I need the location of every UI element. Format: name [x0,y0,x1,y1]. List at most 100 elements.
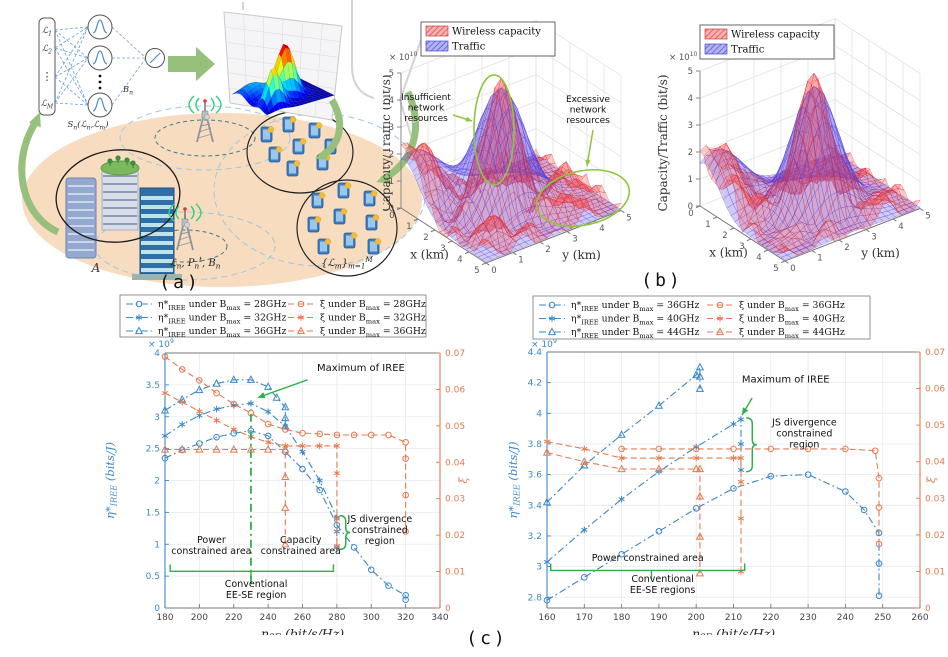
user-device-icon [343,232,358,249]
brace [339,514,351,551]
y-left-tick-label: 3 [536,563,542,573]
y-right-tick-label: 0.03 [925,494,945,504]
y-right-tick-label: 0.04 [925,458,945,468]
x-tick-label: 2 [423,233,428,243]
series-markers-3 [618,445,883,548]
legend-label: η*IREE under Bmax = 40GHz [571,314,699,327]
user-device-icon [286,160,301,177]
legend-swatch-blue [425,40,449,52]
panel-a-system-diagram: A ℒn, Pnt, Bn {ℒm}m=1M ℒ1 ℒ2 ⋮ ℒM Bn Sn(ℒn,ℒm) [18,0,427,287]
y-left-tick-label: 2.8 [528,593,543,603]
annotation-text: Maximum of IREE [317,363,405,374]
y-left-tick-label: 0 [154,604,160,614]
y-left-tick-label: 4 [154,349,160,359]
legend-label: ξ under Bmax = 28GHz [320,299,426,312]
y-tick-label: 4 [599,224,604,234]
legend-swatch-blue [704,43,728,55]
x-tick-label: 1 [406,222,411,232]
legend-label: ξ under Bmax = 32GHz [320,313,426,326]
series-line-5 [546,452,701,574]
grid [164,352,441,609]
user-device-icon [337,182,352,199]
z-tick-label: 1 [389,177,394,187]
legend-label: η*IREE under Bmax = 32GHz [158,313,286,326]
arrow-head [585,159,591,166]
legend: η*IREE under Bmax = 28GHz ξ under Bmax = … [119,294,427,339]
svg-text:region: region [365,536,395,547]
y-left-tick-label: 2.5 [146,445,160,455]
x-tick-label: 190 [650,613,667,623]
base-station-label: ℒn, Pnt, Bn [170,255,221,271]
highlight-ellipse [473,74,515,186]
x-axis-label: x (km) [410,248,449,262]
user-device-icon [365,214,380,231]
y-right-axis-label: ξ [456,477,470,484]
y-left-tick-label: 1.5 [146,508,160,518]
x-axis-label: x (km) [709,246,748,260]
z-tick-label: 2 [688,148,693,158]
y-left-tick-label: 3.6 [528,471,543,481]
y-right-tick-label: 0.01 [925,567,945,577]
caption-b: (b) [641,270,683,291]
y-left-tick-label: 3.8 [528,440,543,450]
z-tick-label: 2 [389,150,394,160]
svg-text:region: region [789,440,819,451]
arrow-head [465,116,472,122]
x-tick-label: 0 [389,211,394,221]
x-tick-label: 340 [431,613,448,623]
legend-swatch-red [425,25,449,37]
y-exponent: × 109 [531,337,557,350]
x-axis-label: ηSE (bit/s/Hz) [692,626,775,635]
z-tick-label: 0 [688,202,693,212]
line-chart-right: 160 170 180 190 200 210 220 230 240 250 260 2.8 3 3.2… [506,295,945,635]
x-tick-label: 220 [762,613,779,623]
z-tick-label: 1 [688,175,693,185]
legend-label: η*IREE under Bmax = 36GHz [571,300,699,313]
svg-text:resources: resources [404,114,448,124]
legend: η*IREE under Bmax = 36GHz ξ under Bmax = … [532,295,871,340]
x-tick-label: 240 [837,613,854,623]
x-tick-label: 230 [800,613,817,623]
svg-text:constrained: constrained [352,525,408,536]
user-cluster-circle [296,179,398,277]
svg-text:network: network [408,104,445,114]
arrow-head [29,112,41,128]
x-tick-label: 210 [725,613,742,623]
z-exponent: × 1010 [669,51,698,63]
y-right-tick-label: 0.06 [445,385,465,395]
activation-curve-icon [92,97,108,112]
x-tick-label: 260 [911,613,928,623]
annotation-text: Maximum of IREE [742,375,830,386]
z-axis-label: Capacity/Traffic (bit/s) [656,74,670,211]
caption-a: (a) [159,272,201,293]
series-group [542,362,883,604]
y-right-tick-label: 0.06 [925,385,945,395]
svg-text:EE-SE region: EE-SE region [226,590,287,601]
y-tick-label: 0 [491,266,496,276]
user-device-icon [317,238,332,255]
user-device-icon [282,116,297,133]
svg-text:constrained area: constrained area [261,546,341,557]
legend: Wireless capacity Traffic [420,21,556,57]
y-right-tick-label: 0.04 [445,458,465,468]
y-left-tick-label: 4 [536,409,542,419]
nn-input-label: ℒM [41,99,54,111]
legend-swatch-red [704,28,728,40]
y-tick-label: 5 [925,212,930,222]
x-tick-label: 5 [773,264,778,274]
series-line-0 [164,430,407,600]
y-right-tick-label: 0.01 [445,568,465,578]
legend-label: Wireless capacity [452,27,541,38]
users-label: {ℒm}m=1M [321,255,373,271]
legend-label: Traffic [731,45,765,56]
series-line-2 [164,379,286,427]
x-tick-label: 320 [397,613,414,623]
y-left-tick-label: 3.5 [146,381,160,391]
nn-edges [54,26,147,106]
series-markers-3 [161,353,409,535]
legend-label: ξ under Bmax = 36GHz [739,300,845,313]
y-right-tick-label: 0.02 [445,531,465,541]
